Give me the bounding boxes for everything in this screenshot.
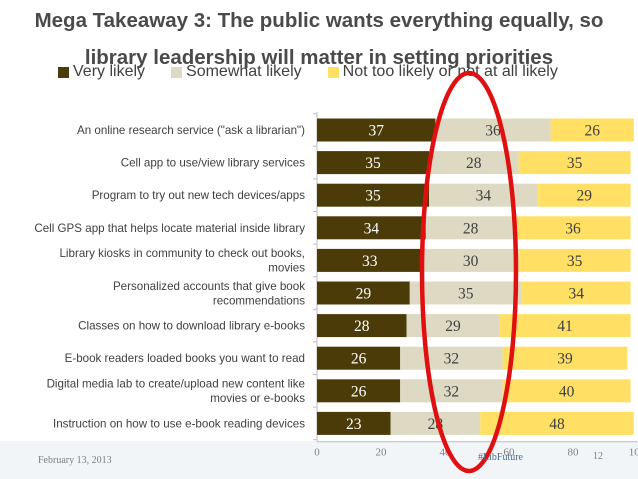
category-label: Classes on how to download library e-boo… — [78, 320, 305, 333]
x-tick-label: 80 — [568, 447, 580, 459]
x-tick-label: 0 — [314, 447, 320, 459]
bar-somewhat-likely — [409, 281, 522, 305]
title-line-1: Mega Takeaway 3: The public wants everyt… — [34, 9, 604, 32]
bar-very-likely — [317, 151, 429, 175]
bar-somewhat-likely — [425, 216, 516, 240]
data-label-somewhat-likely: 30 — [463, 253, 479, 270]
legend-item-somewhat-likely: Somewhat likely — [171, 63, 302, 81]
legend-item-very-likely: Very likely — [58, 63, 145, 81]
bar-very-likely — [317, 248, 423, 272]
category-label: Program to try out new tech devices/apps — [92, 189, 306, 202]
data-label-very-likely: 29 — [356, 286, 372, 303]
chart-legend: Very likely Somewhat likely Not too like… — [58, 62, 584, 82]
category-label: Instruction on how to use e-book reading… — [53, 417, 305, 430]
data-label-very-likely: 35 — [365, 188, 381, 205]
bar-very-likely — [317, 346, 401, 370]
bar-very-likely — [317, 118, 436, 142]
x-tick-label: 100 — [629, 447, 638, 459]
legend-label-very-likely: Very likely — [73, 63, 146, 80]
data-label-not-likely: 36 — [565, 220, 581, 237]
data-label-not-likely: 34 — [568, 286, 584, 303]
data-label-very-likely: 23 — [346, 416, 362, 433]
data-label-somewhat-likely: 28 — [466, 155, 482, 172]
x-tick-label: 20 — [376, 447, 388, 459]
category-label: Cell GPS app that helps locate material … — [34, 222, 305, 235]
data-label-somewhat-likely: 32 — [444, 351, 460, 368]
data-label-not-likely: 40 — [559, 383, 575, 400]
data-label-not-likely: 48 — [549, 416, 565, 433]
highlight-ellipse — [419, 70, 519, 474]
data-label-not-likely: 39 — [557, 351, 573, 368]
footer-band — [0, 441, 638, 479]
bar-not-likely — [521, 281, 631, 305]
data-label-not-likely: 41 — [557, 318, 573, 335]
bar-not-likely — [550, 118, 634, 142]
data-label-very-likely: 28 — [354, 318, 370, 335]
category-label: Digital media lab to create/upload new c… — [47, 378, 306, 406]
data-label-not-likely: 26 — [584, 123, 600, 140]
category-label: An online research service ("ask a libra… — [77, 124, 305, 137]
bar-not-likely — [518, 248, 631, 272]
bar-very-likely — [317, 314, 407, 338]
footer-page-number: 12 — [593, 451, 603, 462]
bar-somewhat-likely — [422, 248, 519, 272]
data-label-very-likely: 35 — [365, 155, 381, 172]
legend-swatch-somewhat-likely — [171, 66, 183, 78]
category-label: Cell app to use/view library services — [121, 157, 305, 170]
data-label-not-likely: 29 — [576, 188, 592, 205]
title-line-2: library leadership will matter in settin… — [84, 46, 554, 69]
chart-tick-labels: 0 20 40 60 80 100 — [314, 447, 638, 459]
bar-somewhat-likely — [429, 151, 519, 175]
legend-swatch-very-likely — [58, 66, 69, 78]
x-tick-label: 60 — [504, 447, 516, 459]
slide-title: Mega Takeaway 3: The public wants everyt… — [0, 4, 638, 75]
footer-date: February 13, 2013 — [38, 455, 112, 466]
category-label: Personalized accounts that give book reco… — [113, 280, 305, 308]
x-tick-label: 40 — [440, 447, 452, 459]
data-label-somewhat-likely: 29 — [445, 318, 461, 335]
data-label-somewhat-likely: 32 — [444, 383, 460, 400]
bar-not-likely — [518, 151, 631, 175]
data-label-very-likely: 37 — [368, 123, 384, 140]
bar-very-likely — [317, 281, 410, 305]
bar-very-likely — [317, 379, 401, 403]
footer-hashtag: #LibFuture — [478, 452, 523, 463]
bar-not-likely — [537, 183, 631, 207]
data-label-very-likely: 26 — [351, 351, 367, 368]
data-label-somewhat-likely: 35 — [458, 286, 474, 303]
bar-somewhat-likely — [400, 379, 503, 403]
chart-category-labels: An online research service ("ask a libra… — [34, 124, 305, 430]
bar-very-likely — [317, 183, 429, 207]
bar-somewhat-likely — [435, 118, 551, 142]
bar-not-likely — [499, 314, 631, 338]
data-label-very-likely: 34 — [364, 220, 380, 237]
data-label-not-likely: 35 — [567, 253, 583, 270]
legend-swatch-not-likely — [327, 66, 339, 78]
bar-not-likely — [502, 346, 628, 370]
data-label-somewhat-likely: 28 — [463, 220, 479, 237]
data-label-somewhat-likely: 36 — [485, 123, 501, 140]
bar-not-likely — [515, 216, 631, 240]
bar-very-likely — [317, 216, 426, 240]
legend-item-not-likely: Not too likely or not at all likely — [327, 63, 558, 81]
bar-not-likely — [502, 379, 631, 403]
legend-label-not-likely: Not too likely or not at all likely — [342, 63, 558, 80]
bar-very-likely — [317, 411, 391, 435]
category-label: Library kiosks in community to check out… — [59, 247, 305, 275]
data-label-somewhat-likely: 34 — [476, 188, 492, 205]
data-label-not-likely: 35 — [567, 155, 583, 172]
bar-somewhat-likely — [390, 411, 481, 435]
bar-not-likely — [480, 411, 634, 435]
bar-somewhat-likely — [406, 314, 500, 338]
category-label: E-book readers loaded books you want to … — [65, 352, 305, 365]
data-label-very-likely: 26 — [351, 383, 367, 400]
data-label-very-likely: 33 — [362, 253, 378, 270]
legend-label-somewhat-likely: Somewhat likely — [186, 63, 302, 80]
